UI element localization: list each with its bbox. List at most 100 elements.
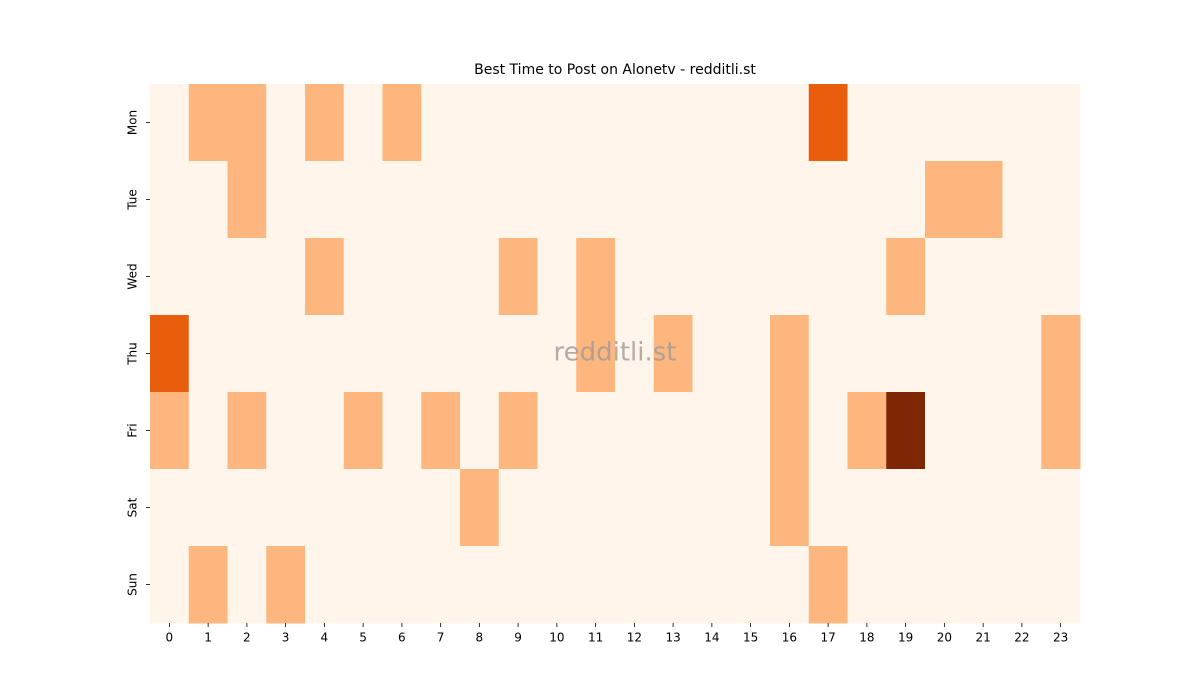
x-tick-label: 22	[1014, 631, 1029, 645]
x-tick-label: 14	[704, 631, 719, 645]
heat-cell	[305, 238, 345, 316]
heat-cell	[460, 315, 500, 393]
heat-cell	[963, 161, 1003, 239]
heat-cell	[692, 546, 732, 624]
heat-cell	[692, 161, 732, 239]
heat-cell	[808, 161, 848, 239]
heat-cell	[808, 546, 848, 624]
heat-cell	[266, 84, 306, 162]
heat-cell	[188, 161, 228, 239]
heat-cell	[1002, 161, 1042, 239]
heat-cell	[343, 161, 383, 239]
heat-cell	[886, 84, 926, 162]
x-tick-label: 15	[743, 631, 758, 645]
heat-cell	[615, 161, 655, 239]
heat-cell	[188, 546, 228, 624]
heat-cell	[615, 84, 655, 162]
y-tick-label: Tue	[126, 189, 140, 211]
heat-cell	[576, 546, 616, 624]
heat-cell	[537, 392, 577, 470]
heat-cell	[305, 392, 345, 470]
heat-cell	[305, 546, 345, 624]
heat-cell	[498, 161, 538, 239]
heat-cell	[382, 238, 422, 316]
heat-cell	[731, 469, 771, 547]
heat-cell	[498, 84, 538, 162]
heat-cell	[770, 84, 810, 162]
heat-cell	[537, 469, 577, 547]
heat-cell	[576, 392, 616, 470]
heat-cell	[421, 238, 461, 316]
x-tick-label: 11	[588, 631, 603, 645]
x-tick-label: 10	[549, 631, 564, 645]
heat-cell	[653, 392, 693, 470]
heat-cell	[692, 84, 732, 162]
heat-cell	[498, 315, 538, 393]
y-tick-label: Thu	[126, 342, 140, 366]
heat-cell	[615, 315, 655, 393]
heat-cell	[692, 392, 732, 470]
heat-cell	[460, 238, 500, 316]
heat-cell	[1002, 392, 1042, 470]
heat-cell	[343, 238, 383, 316]
heat-cell	[731, 84, 771, 162]
heat-cell	[847, 84, 887, 162]
heat-cell	[343, 469, 383, 547]
heat-cell	[421, 546, 461, 624]
heat-cell	[421, 315, 461, 393]
heat-cell	[266, 392, 306, 470]
heat-cell	[615, 392, 655, 470]
x-tick-label: 13	[665, 631, 680, 645]
heat-cell	[150, 84, 190, 162]
heat-cell	[731, 238, 771, 316]
heat-cell	[576, 469, 616, 547]
heat-cell	[305, 315, 345, 393]
heat-cell	[537, 546, 577, 624]
heat-cell	[808, 392, 848, 470]
heat-cell	[886, 392, 926, 470]
heat-cell	[305, 469, 345, 547]
heat-cell	[227, 392, 267, 470]
heat-cell	[963, 238, 1003, 316]
heat-cell	[925, 392, 965, 470]
heat-cell	[847, 161, 887, 239]
heat-cell	[925, 469, 965, 547]
heat-cell	[653, 238, 693, 316]
heat-cell	[498, 392, 538, 470]
heat-cell	[692, 315, 732, 393]
heat-cell	[847, 315, 887, 393]
x-tick-label: 4	[321, 631, 329, 645]
x-tick-label: 23	[1053, 631, 1068, 645]
heat-cell	[731, 315, 771, 393]
heat-cell	[382, 161, 422, 239]
heat-cell	[266, 546, 306, 624]
heat-cell	[615, 469, 655, 547]
heat-cell	[421, 161, 461, 239]
heat-cell	[731, 546, 771, 624]
heat-cell	[460, 392, 500, 470]
heat-cell	[576, 238, 616, 316]
heat-cell	[150, 546, 190, 624]
heat-cell	[1041, 84, 1081, 162]
x-tick-label: 21	[975, 631, 990, 645]
heat-cell	[227, 84, 267, 162]
x-tick-label: 19	[898, 631, 913, 645]
heat-cell	[421, 469, 461, 547]
heat-cell	[925, 315, 965, 393]
heat-cell	[1002, 469, 1042, 547]
heat-cell	[537, 84, 577, 162]
heat-cell	[382, 315, 422, 393]
heat-cell	[886, 161, 926, 239]
y-tick-label: Sun	[126, 573, 140, 596]
heat-cell	[653, 315, 693, 393]
heat-cell	[460, 84, 500, 162]
y-tick-label: Mon	[126, 110, 140, 135]
heat-cell	[770, 161, 810, 239]
heat-cell	[382, 546, 422, 624]
x-tick-label: 5	[359, 631, 367, 645]
heat-cell	[266, 315, 306, 393]
heat-cell	[576, 161, 616, 239]
heat-cell	[460, 469, 500, 547]
heat-cell	[188, 315, 228, 393]
